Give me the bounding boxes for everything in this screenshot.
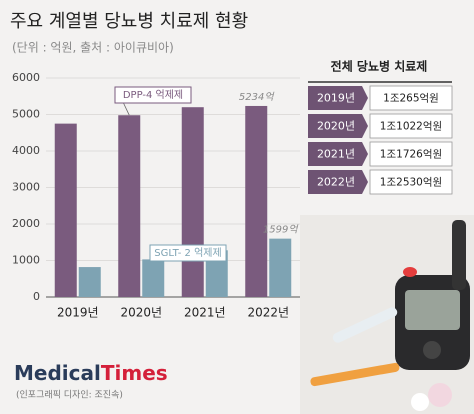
syringe xyxy=(310,362,400,387)
chart-subtitle: (단위 : 억원, 출처 : 아이큐비아) xyxy=(12,41,174,55)
legend-label: DPP-4 억제제 xyxy=(123,89,183,101)
bar xyxy=(54,123,77,297)
y-tick-label: 6000 xyxy=(12,71,40,84)
callout-line xyxy=(122,101,130,116)
value-cell xyxy=(369,85,453,111)
meter-button xyxy=(423,341,441,359)
year-cell xyxy=(308,170,368,194)
value-cell xyxy=(369,141,453,167)
bar xyxy=(269,238,292,297)
value-cell xyxy=(369,169,453,195)
total-value: 1조2530억원 xyxy=(380,177,442,189)
bar xyxy=(78,267,101,297)
y-tick-label: 1000 xyxy=(12,254,40,267)
total-value: 1조1726억원 xyxy=(380,149,442,161)
year-cell xyxy=(308,142,368,166)
year-cell xyxy=(308,86,368,110)
value-label: 5234억 xyxy=(239,91,275,103)
lancet xyxy=(452,220,466,290)
pill xyxy=(428,383,452,407)
total-value: 1조265억원 xyxy=(383,93,439,105)
bar xyxy=(118,115,141,297)
total-value: 1조1022억원 xyxy=(380,121,442,133)
bar xyxy=(205,250,228,297)
credit: (인포그래픽 디자인: 조진속) xyxy=(16,390,123,401)
pill xyxy=(411,393,429,411)
y-tick-label: 4000 xyxy=(12,144,40,157)
value-cell xyxy=(369,113,453,139)
value-label: 1599억 xyxy=(263,224,299,236)
year-label: 2020년 xyxy=(317,120,355,133)
x-tick-label: 2019년 xyxy=(57,306,99,320)
x-tick-label: 2022년 xyxy=(247,306,289,320)
y-tick-label: 3000 xyxy=(12,181,40,194)
x-tick-label: 2020년 xyxy=(120,306,162,320)
meter-screen xyxy=(405,290,460,330)
year-label: 2022년 xyxy=(317,176,355,189)
year-label: 2021년 xyxy=(317,148,355,161)
x-tick-label: 2021년 xyxy=(184,306,226,320)
bar xyxy=(142,259,165,297)
pill xyxy=(403,267,417,277)
year-label: 2019년 xyxy=(317,92,355,105)
syringe xyxy=(332,307,398,343)
background-photo xyxy=(300,215,474,414)
table-title: 전체 당뇨병 치료제 xyxy=(331,59,428,74)
bar xyxy=(245,105,268,297)
y-tick-label: 2000 xyxy=(12,217,40,230)
legend-box xyxy=(114,86,192,104)
legend-box xyxy=(149,244,227,262)
y-tick-label: 5000 xyxy=(12,108,40,121)
legend-label: SGLT- 2 억제제 xyxy=(154,247,221,259)
chart-title: 주요 계열별 당뇨병 치료제 현황 xyxy=(10,11,248,32)
logo: MedicalTimes xyxy=(14,361,168,385)
bar xyxy=(181,107,204,297)
y-tick-label: 0 xyxy=(33,290,40,303)
logo-times: Times xyxy=(101,361,168,385)
logo-medical: Medical xyxy=(14,361,101,385)
summary-table: 전체 당뇨병 치료제 2019년 1조265억원 2020년 1조1022억원 2021… xyxy=(308,59,453,195)
year-cell xyxy=(308,114,368,138)
